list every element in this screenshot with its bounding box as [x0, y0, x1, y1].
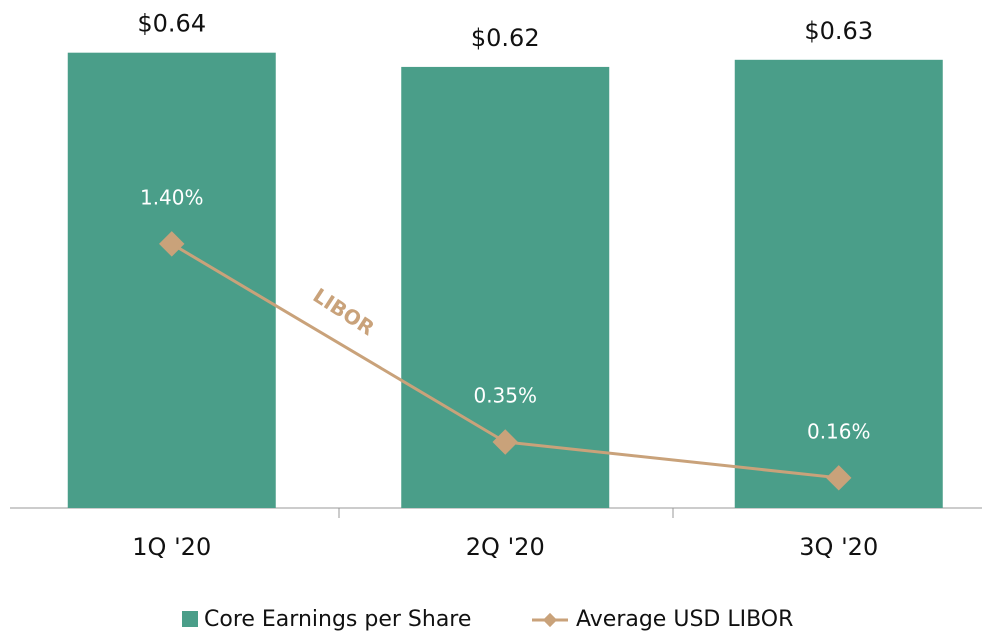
bar	[67, 52, 276, 508]
bar-value-label: $0.63	[804, 17, 873, 45]
line-value-label: 1.40%	[140, 185, 204, 209]
x-tick-label: 1Q '20	[132, 533, 211, 561]
legend-swatch	[182, 611, 198, 627]
legend-marker	[542, 612, 558, 628]
legend-label: Average USD LIBOR	[576, 607, 793, 632]
bar	[734, 59, 943, 509]
line-marker	[826, 465, 852, 491]
x-tick-label: 2Q '20	[466, 533, 545, 561]
bar-value-label: $0.64	[137, 10, 206, 38]
line-value-label: 0.35%	[473, 383, 537, 407]
x-tick-label: 3Q '20	[799, 533, 878, 561]
bar-value-label: $0.62	[471, 24, 540, 52]
line-value-label: 0.16%	[807, 419, 871, 443]
line-marker	[492, 429, 518, 455]
legend-label: Core Earnings per Share	[204, 607, 471, 632]
